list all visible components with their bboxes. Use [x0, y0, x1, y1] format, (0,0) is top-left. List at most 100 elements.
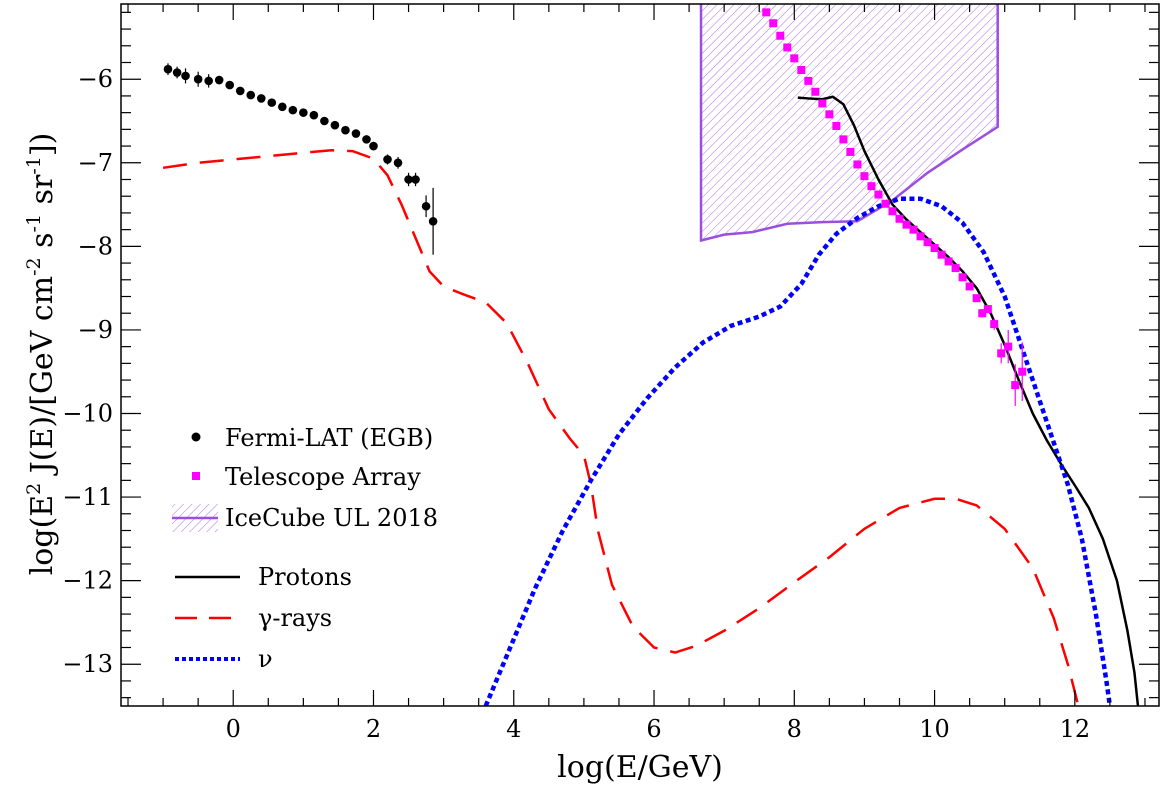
- legend-label-gamma-rays: γ-rays: [258, 604, 332, 632]
- legend-label-protons: Protons: [258, 563, 352, 591]
- fermi-lat-point: [369, 141, 378, 151]
- y-tick-label: −9: [78, 316, 113, 344]
- fermi-lat-point: [421, 201, 431, 211]
- fermi-lat-point: [362, 135, 371, 144]
- y-tick-label: −11: [62, 483, 113, 511]
- telescope-array-point: [846, 147, 855, 156]
- telescope-array-point: [776, 31, 785, 40]
- fermi-lat-point: [225, 80, 235, 90]
- icecube-ul-outline: [699, 4, 999, 243]
- fermi-lat-point: [181, 71, 190, 81]
- telescope-array-point: [874, 190, 883, 199]
- icecube-ul-area: [701, 4, 998, 241]
- series-line-protons: [797, 95, 1140, 706]
- telescope-array-point: [997, 349, 1006, 358]
- fermi-lat-point: [256, 94, 266, 103]
- legend-item-neutrinos: ν: [175, 645, 273, 673]
- x-tick-label: 0: [226, 715, 241, 743]
- telescope-array-point: [790, 54, 799, 63]
- telescope-array-point: [867, 182, 876, 191]
- fermi-lat-point: [278, 102, 287, 112]
- telescope-array-point: [811, 87, 820, 96]
- x-tick-label: 8: [787, 715, 802, 743]
- telescope-array-point: [978, 309, 987, 318]
- fermi-lat-point: [383, 155, 392, 164]
- legend-label-icecube: IceCube UL 2018: [225, 504, 438, 532]
- fermi-lat-point: [309, 110, 319, 120]
- legend-item-fermi-lat: Fermi-LAT (EGB): [191, 424, 433, 452]
- fermi-lat-point: [235, 86, 245, 96]
- fermi-lat-point: [163, 64, 173, 74]
- fermi-lat-point: [393, 158, 403, 168]
- legend-item-icecube: IceCube UL 2018: [172, 504, 438, 532]
- telescope-array-point: [888, 207, 897, 216]
- telescope-array-point: [965, 282, 974, 291]
- telescope-array-point: [825, 110, 834, 119]
- telescope-array-point: [769, 19, 778, 28]
- telescope-array-point: [972, 294, 981, 303]
- fermi-lat-point: [428, 216, 438, 226]
- telescope-array-point: [937, 250, 946, 259]
- fermi-lat-point: [411, 175, 420, 184]
- x-tick-label: 4: [506, 715, 521, 743]
- x-tick-label: 12: [1060, 715, 1091, 743]
- legend-label-telescope-array: Telescope Array: [225, 463, 421, 491]
- telescope-array-point: [902, 220, 911, 229]
- y-tick-label: −13: [62, 650, 113, 678]
- telescope-array-point: [958, 273, 967, 282]
- fermi-lat-point: [404, 175, 413, 184]
- telescope-array-point: [1018, 367, 1027, 376]
- telescope-array-point: [881, 199, 890, 208]
- series-line-gamma-rays: [162, 149, 1080, 706]
- fermi-lat-point: [193, 74, 203, 84]
- x-tick-label: 2: [366, 715, 381, 743]
- telescope-array-point: [930, 244, 939, 253]
- fermi-lat-point: [267, 98, 277, 107]
- y-tick-label: −7: [78, 149, 113, 177]
- legend-item-telescope-array: Telescope Array: [192, 463, 421, 491]
- telescope-array-point: [839, 135, 848, 144]
- fermi-lat-point: [341, 125, 350, 135]
- y-tick-label: −12: [62, 567, 113, 595]
- x-tick-label: 6: [646, 715, 661, 743]
- telescope-array-point: [804, 76, 813, 85]
- fermi-lat-point: [288, 105, 298, 115]
- y-tick-label: −8: [78, 232, 113, 260]
- fermi-lat-point: [214, 75, 224, 85]
- telescope-array-point: [853, 160, 862, 169]
- telescope-array-point: [923, 238, 932, 247]
- x-tick-label: 10: [919, 715, 950, 743]
- telescope-array-point: [1004, 342, 1013, 351]
- telescope-array-point: [860, 172, 869, 181]
- fermi-lat-point: [172, 68, 182, 77]
- telescope-array-point: [895, 214, 904, 223]
- telescope-array-point: [818, 99, 827, 108]
- axes: 0 2 4 6 8 10 12 −13 −12 −11 −10 −9 −8 −7 −6: [62, 4, 1159, 743]
- plot-area: [162, 4, 1140, 706]
- y-tick-label: −10: [62, 400, 113, 428]
- telescope-array-point: [762, 8, 771, 17]
- telescope-array-point: [797, 66, 806, 75]
- y-axis-title: log(E2 J(E)/[GeV cm-2 s-1 sr-1]): [23, 133, 60, 576]
- telescope-array-point: [990, 320, 999, 329]
- telescope-array-point: [951, 264, 960, 273]
- legend: Fermi-LAT (EGB) Telescope Array IceCube …: [172, 424, 438, 673]
- telescope-array-point: [916, 232, 925, 241]
- x-axis-title: log(E/GeV): [557, 750, 723, 785]
- legend-label-neutrinos: ν: [258, 645, 273, 673]
- telescope-array-point: [944, 257, 953, 266]
- fermi-lat-point: [204, 76, 213, 86]
- legend-symbol-fermi-lat: [191, 432, 201, 442]
- legend-symbol-telescope-array: [192, 472, 200, 480]
- fermi-lat-point: [299, 108, 308, 117]
- legend-label-fermi-lat: Fermi-LAT (EGB): [225, 424, 433, 452]
- fermi-lat-point: [246, 90, 256, 100]
- telescope-array-point: [832, 122, 841, 131]
- series-line-neutrinos: [483, 196, 1113, 706]
- y-tick-label: −6: [78, 65, 113, 93]
- plot-frame: [120, 3, 1160, 707]
- telescope-array-point: [909, 225, 918, 234]
- legend-item-gamma-rays: γ-rays: [175, 604, 332, 632]
- fermi-lat-point: [330, 120, 340, 130]
